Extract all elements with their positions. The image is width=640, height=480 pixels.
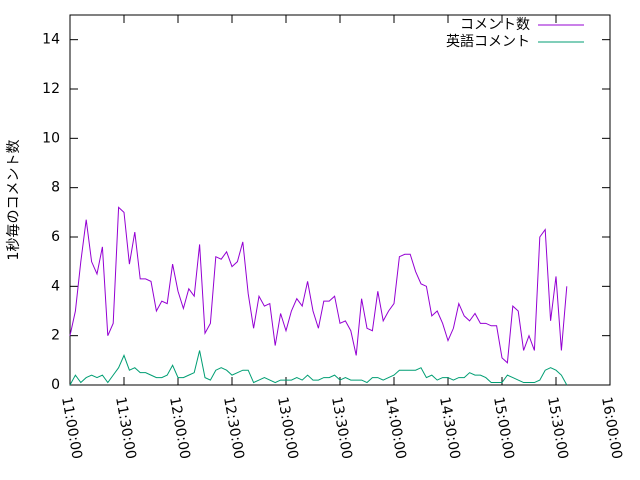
y-tick-label: 14 [42,32,60,48]
plot-frame [69,14,611,386]
x-tick-label: 13:30:00 [328,396,355,461]
y-tick-label: 2 [51,328,60,344]
x-tick-label: 11:00:00 [58,396,85,461]
legend-label: コメント数 [460,17,530,33]
x-tick-label: 13:00:00 [274,396,301,461]
x-tick-label: 15:30:00 [544,396,571,461]
y-tick-label: 12 [42,81,60,97]
x-tick-label: 12:30:00 [220,396,247,461]
x-tick-label: 14:30:00 [436,396,463,461]
series-line [69,206,568,364]
y-tick-label: 10 [42,130,60,146]
y-tick-label: 8 [51,180,60,196]
legend-label: 英語コメント [446,33,530,50]
y-axis-label: 1秒毎のコメント数 [6,140,22,261]
series-line [69,350,568,386]
y-tick-label: 0 [51,377,60,393]
x-tick-label: 16:00:00 [598,396,625,461]
x-tick-label: 15:00:00 [490,396,517,461]
y-tick-label: 4 [51,278,60,294]
x-tick-label: 11:30:00 [112,396,139,461]
x-tick-label: 14:00:00 [382,396,409,461]
y-tick-label: 6 [51,229,60,245]
x-tick-label: 12:00:00 [166,396,193,461]
